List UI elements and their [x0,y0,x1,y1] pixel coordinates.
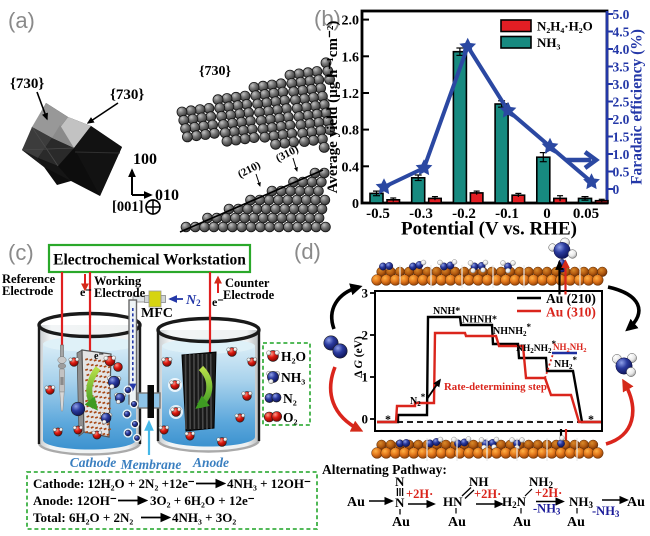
svg-text:Au: Au [513,515,531,530]
svg-text:Anode: 12OH⁻: Anode: 12OH⁻ [33,493,117,508]
svg-text:1.5: 1.5 [613,130,630,145]
svg-text:-NH3: -NH3 [592,504,620,519]
svg-text:NH: NH [469,474,489,489]
svg-text:Cathode: Cathode [70,455,117,470]
svg-text:Electrode: Electrode [223,288,275,302]
svg-text:1.2: 1.2 [342,87,360,102]
svg-text:2: 2 [362,328,369,343]
svg-text:0.5: 0.5 [613,165,630,180]
svg-text:*: * [385,412,391,426]
svg-text:Working: Working [94,274,142,288]
svg-text:NH₃: NH₃ [281,370,305,385]
svg-text:N₂H₄·H₂O: N₂H₄·H₂O [537,19,593,34]
svg-text:[001]: [001] [112,199,143,215]
svg-text:3: 3 [362,286,369,301]
svg-text:(a): (a) [8,8,35,33]
svg-text:NNH*: NNH* [433,306,460,317]
svg-text:NH3: NH3 [569,494,594,510]
svg-text:N₂: N₂ [283,391,297,406]
svg-text:Total: 6H₂O + 2N₂: Total: 6H₂O + 2N₂ [33,510,133,525]
svg-text:+2H·: +2H· [406,487,433,501]
svg-text:2.5: 2.5 [613,95,630,110]
svg-text:Reference: Reference [2,272,56,286]
svg-text:-0.5: -0.5 [366,206,390,222]
svg-text:(c): (c) [8,240,34,265]
svg-text:(210): (210) [236,159,263,181]
svg-text:+2H·: +2H· [474,487,501,501]
svg-text:*: * [588,412,594,426]
svg-text:4NH₃ + 3O₂: 4NH₃ + 3O₂ [172,510,236,525]
svg-text:NHNH*: NHNH* [462,315,497,326]
svg-text:H2N: H2N [502,494,527,510]
svg-text:Au: Au [627,495,645,510]
svg-text:3.0: 3.0 [613,77,630,92]
svg-text:Rate-determining step: Rate-determining step [444,381,547,393]
svg-text:Anode: Anode [192,455,229,470]
svg-text:{730}: {730} [199,64,232,79]
svg-text:{730}: {730} [10,76,44,92]
svg-text:0.8: 0.8 [342,124,360,139]
svg-text:N: N [395,495,405,510]
svg-text:O₂: O₂ [283,410,298,425]
svg-text:N: N [395,474,405,489]
svg-text:-0.1: -0.1 [495,206,519,222]
svg-text:+2H·: +2H· [535,486,562,500]
svg-text:Electrode: Electrode [94,286,146,300]
svg-text:3O₂ + 6H₂O + 12e⁻: 3O₂ + 6H₂O + 12e⁻ [150,493,255,508]
svg-text:1: 1 [362,370,369,385]
svg-text:NH₃: NH₃ [537,35,561,50]
svg-text:0.4: 0.4 [342,160,360,175]
svg-text:Membrane: Membrane [120,457,182,472]
svg-text:{730}: {730} [110,87,144,103]
svg-text:Au: Au [392,515,410,530]
svg-text:-NH3: -NH3 [533,502,561,517]
svg-text:Au (310): Au (310) [546,305,596,320]
svg-text:4NH₃ + 12OH⁻: 4NH₃ + 12OH⁻ [227,476,311,491]
svg-text:Alternating Pathway:: Alternating Pathway: [322,462,447,477]
svg-text:0: 0 [613,182,620,197]
svg-text:Average yield (µg h⁻¹cm⁻²): Average yield (µg h⁻¹cm⁻²) [325,21,341,194]
svg-text:-0.2: -0.2 [452,206,476,222]
svg-text:(b): (b) [314,6,341,31]
svg-text:e⁻: e⁻ [94,351,104,362]
svg-text:0: 0 [362,412,369,427]
svg-text:MFC: MFC [141,306,173,321]
svg-text:4.0: 4.0 [613,42,630,57]
svg-text:2.0: 2.0 [342,14,360,29]
svg-text:NH2*: NH2* [554,355,578,371]
svg-text:NH2NH2: NH2NH2 [553,342,587,354]
svg-text:H₂O: H₂O [281,349,306,364]
svg-text:N2: N2 [185,293,201,308]
svg-text:1.0: 1.0 [613,147,630,162]
svg-text:e⁻: e⁻ [212,295,224,309]
svg-text:Potential (V vs. RHE): Potential (V vs. RHE) [401,219,577,240]
svg-text:Δ G (eV): Δ G (eV) [353,336,365,378]
svg-text:0: 0 [543,206,551,222]
svg-text:HN: HN [443,494,463,509]
svg-text:Electrochemical Workstation: Electrochemical Workstation [53,252,246,269]
svg-text:3.5: 3.5 [613,60,630,75]
svg-text:(d): (d) [294,239,321,264]
svg-text:2.0: 2.0 [613,112,630,127]
svg-text:4.5: 4.5 [613,25,630,40]
svg-text:NHNH2*: NHNH2* [493,322,532,338]
svg-text:1.6: 1.6 [342,50,360,65]
svg-text:100: 100 [133,151,157,168]
svg-text:0: 0 [352,197,359,212]
svg-text:e⁻: e⁻ [80,285,92,299]
svg-text:Au: Au [567,515,585,530]
svg-text:0.05: 0.05 [573,206,599,222]
svg-text:NH2: NH2 [529,474,554,490]
svg-text:010: 010 [155,187,179,204]
svg-text:Cathode: 12H₂O + 2N₂ +12e⁻: Cathode: 12H₂O + 2N₂ +12e⁻ [33,476,195,491]
svg-text:Counter: Counter [225,276,270,290]
svg-text:Au: Au [347,495,365,510]
svg-text:Au (210): Au (210) [546,291,596,306]
svg-text:-0.3: -0.3 [409,206,433,222]
svg-text:Au: Au [448,515,466,530]
svg-text:Electrode: Electrode [2,284,54,298]
svg-text:Faradaic efficiency (%): Faradaic efficiency (%) [629,29,646,185]
svg-text:5.0: 5.0 [613,7,630,22]
